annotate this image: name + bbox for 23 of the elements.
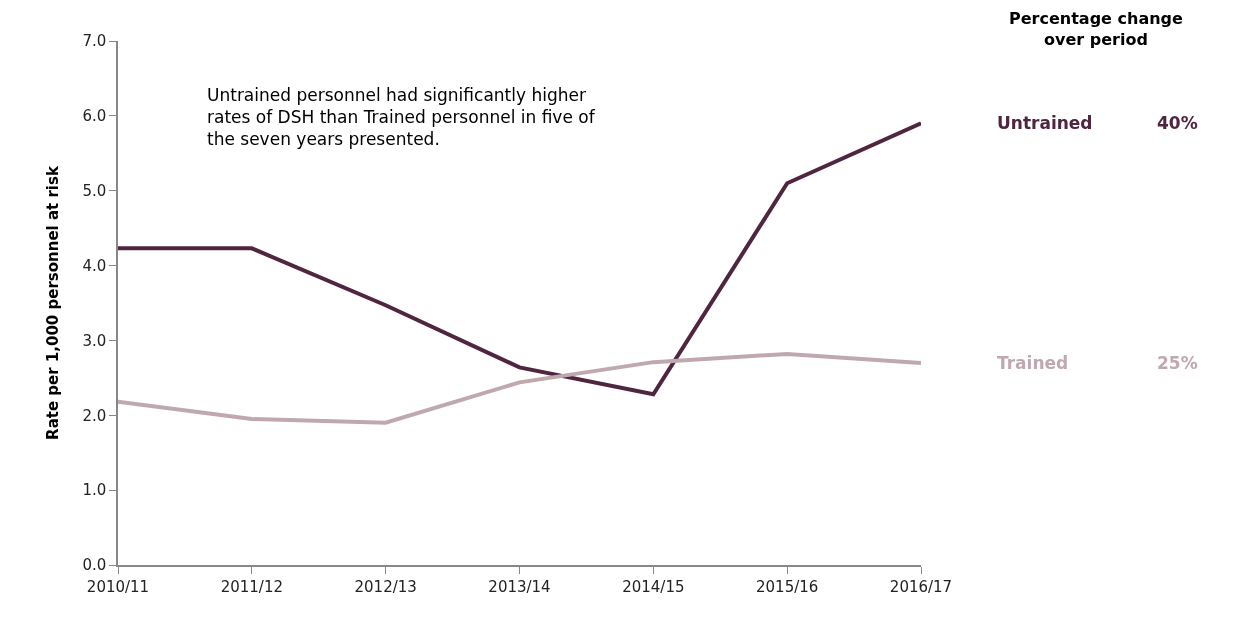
y-tick-label: 2.0	[82, 406, 107, 425]
x-tick-label: 2010/11	[86, 577, 150, 596]
x-tick-label: 2016/17	[889, 577, 953, 596]
x-tick-label: 2011/12	[220, 577, 283, 596]
text: 25%	[1157, 353, 1198, 373]
text: Percentage change over period	[1009, 9, 1184, 49]
y-tick-label: 7.0	[82, 32, 107, 51]
text: Untrained	[997, 113, 1093, 133]
x-tick-label: 2013/14	[488, 577, 551, 596]
annotation: Untrained personnel had significantly higher rates of DSH than Trained personnel in five of the seven years presented.	[207, 85, 596, 150]
line-series	[118, 351, 921, 425]
y-axis-title: Rate per 1,000 personnel at risk	[44, 165, 63, 440]
x-tick-label: 2015/16	[756, 577, 819, 596]
text: 40%	[1157, 113, 1198, 133]
y-tick-label: 4.0	[82, 256, 107, 275]
x-tick-label: 2012/13	[354, 577, 417, 596]
y-tick-label: 6.0	[82, 107, 107, 126]
y-tick-label: 1.0	[82, 481, 107, 500]
y-tick-label: 0.0	[82, 556, 107, 575]
text: Trained	[997, 353, 1069, 373]
y-tick-label: 5.0	[82, 181, 107, 200]
x-tick-label: 2014/15	[622, 577, 685, 596]
y-tick-label: 3.0	[82, 331, 107, 350]
